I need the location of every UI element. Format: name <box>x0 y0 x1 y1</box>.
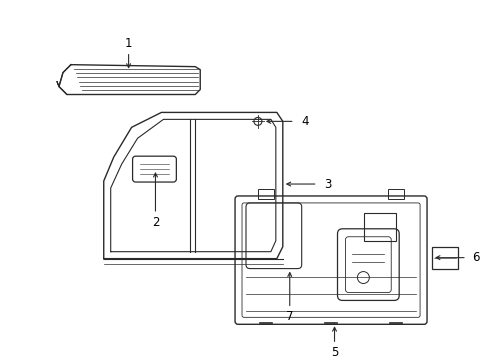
Text: 6: 6 <box>471 251 479 264</box>
Text: 2: 2 <box>151 216 159 229</box>
Text: 5: 5 <box>330 346 338 359</box>
Bar <box>387 189 404 199</box>
Text: 4: 4 <box>300 115 308 128</box>
Bar <box>364 213 395 241</box>
Text: 1: 1 <box>124 37 132 50</box>
Bar <box>257 189 273 199</box>
Bar <box>431 247 457 269</box>
Text: 7: 7 <box>285 310 293 323</box>
Text: 3: 3 <box>323 177 330 190</box>
